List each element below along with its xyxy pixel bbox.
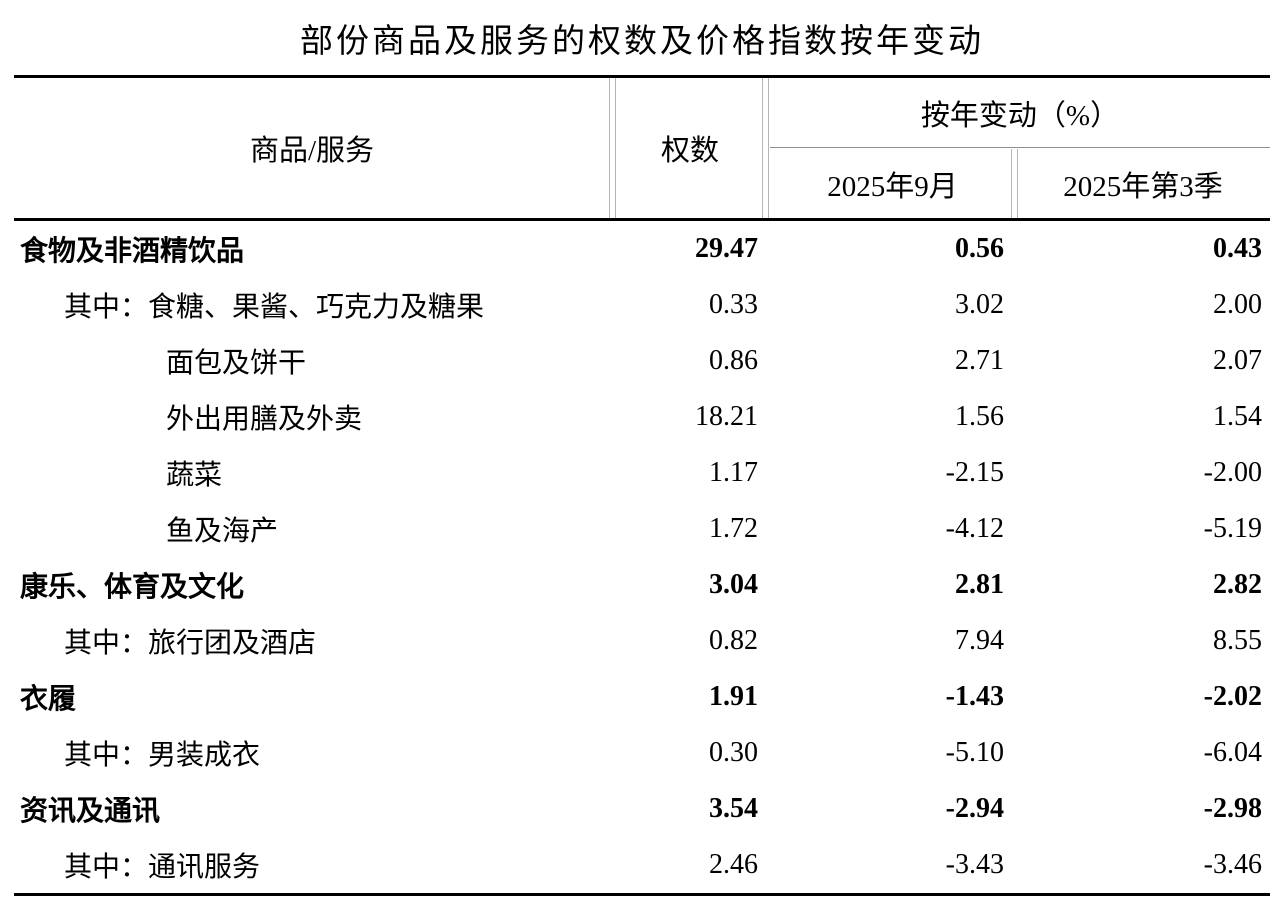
table-row: 其中：男装成衣 0.30 -5.10 -6.04 [14,725,1270,781]
row-label: 资讯及通讯 [20,796,161,827]
row-quarter-change: 2.00 [1213,289,1262,320]
header-weight: 权数 [660,135,719,167]
row-month-change: 0.56 [955,233,1004,264]
row-label: 鱼及海产 [166,516,279,547]
row-month-change: -2.94 [945,793,1004,824]
row-label: 衣履 [20,684,77,715]
header-commodity: 商品/服务 [249,135,375,167]
page-title: 部份商品及服务的权数及价格指数按年变动 [300,23,984,60]
row-quarter-change: 8.55 [1213,625,1262,656]
row-weight: 1.17 [709,457,758,488]
row-weight: 29.47 [695,233,758,264]
table-row: 其中：旅行团及酒店 0.82 7.94 8.55 [14,613,1270,669]
row-month-change: -4.12 [945,513,1004,544]
row-label: 蔬菜 [166,460,223,491]
row-label: 面包及饼干 [166,348,307,379]
row-month-change: 2.71 [955,345,1004,376]
row-weight: 1.91 [709,681,758,712]
table-row: 衣履 1.91 -1.43 -2.02 [14,669,1270,725]
column-separator [762,78,769,218]
row-quarter-change: -2.02 [1203,681,1262,712]
row-weight: 0.86 [709,345,758,376]
row-label: 外出用膳及外卖 [166,404,363,435]
row-quarter-change: -2.00 [1203,457,1262,488]
row-month-change: 3.02 [955,289,1004,320]
row-quarter-change: 2.07 [1213,345,1262,376]
table-row: 鱼及海产 1.72 -4.12 -5.19 [14,501,1270,557]
row-quarter-change: -3.46 [1203,849,1262,880]
indices-table: 商品/服务 权数 按年变动（%） 2025年9月 2025年第3季 食物及非酒精… [14,75,1270,896]
table-row: 食物及非酒精饮品 29.47 0.56 0.43 [14,221,1270,277]
table-row: 其中：食糖、果酱、巧克力及糖果 0.33 3.02 2.00 [14,277,1270,333]
row-weight: 18.21 [695,401,758,432]
header-month: 2025年9月 [827,170,958,203]
row-label: 康乐、体育及文化 [20,572,245,603]
table-row: 面包及饼干 0.86 2.71 2.07 [14,333,1270,389]
row-weight: 3.54 [709,793,758,824]
row-month-change: -5.10 [945,737,1004,768]
column-separator [1011,149,1018,218]
table-row: 外出用膳及外卖 18.21 1.56 1.54 [14,389,1270,445]
header-quarter: 2025年第3季 [1063,170,1223,203]
row-weight: 3.04 [709,569,758,600]
row-month-change: 2.81 [955,569,1004,600]
row-weight: 0.30 [709,737,758,768]
row-month-change: -2.15 [945,457,1004,488]
row-quarter-change: -6.04 [1203,737,1262,768]
row-label: 其中：旅行团及酒店 [64,628,317,659]
row-weight: 1.72 [709,513,758,544]
row-weight: 2.46 [709,849,758,880]
row-quarter-change: -2.98 [1203,793,1262,824]
row-label: 其中：男装成衣 [64,740,261,771]
table-row: 其中：通讯服务 2.46 -3.43 -3.46 [14,837,1270,893]
row-quarter-change: 1.54 [1213,401,1262,432]
row-month-change: 1.56 [955,401,1004,432]
row-label: 其中：通讯服务 [64,852,261,883]
row-month-change: 7.94 [955,625,1004,656]
row-label: 其中：食糖、果酱、巧克力及糖果 [64,292,485,323]
table-body: 食物及非酒精饮品 29.47 0.56 0.43 其中：食糖、果酱、巧克力及糖果… [14,221,1270,896]
table-row: 康乐、体育及文化 3.04 2.81 2.82 [14,557,1270,613]
row-quarter-change: 0.43 [1213,233,1262,264]
row-weight: 0.33 [709,289,758,320]
column-separator [609,78,616,218]
table-header: 商品/服务 权数 按年变动（%） 2025年9月 2025年第3季 [14,75,1270,221]
row-quarter-change: 2.82 [1213,569,1262,600]
row-month-change: -1.43 [945,681,1004,712]
table-row: 资讯及通讯 3.54 -2.94 -2.98 [14,781,1270,837]
row-month-change: -3.43 [945,849,1004,880]
table-row: 蔬菜 1.17 -2.15 -2.00 [14,445,1270,501]
row-weight: 0.82 [709,625,758,656]
row-quarter-change: -5.19 [1203,513,1262,544]
header-yoy-group: 按年变动（%） [770,78,1270,148]
row-label: 食物及非酒精饮品 [20,236,245,267]
